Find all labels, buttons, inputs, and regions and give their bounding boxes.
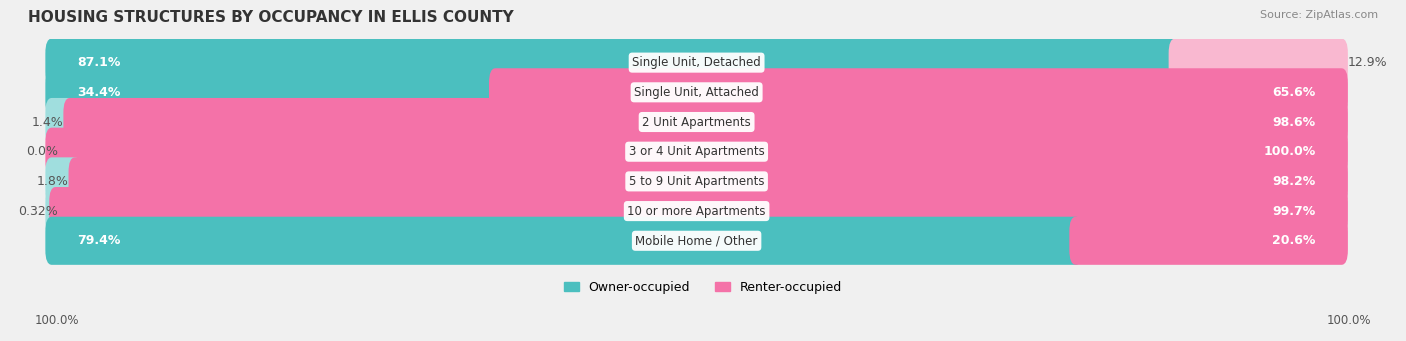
FancyBboxPatch shape: [45, 39, 1181, 87]
FancyBboxPatch shape: [45, 110, 1348, 134]
Text: 100.0%: 100.0%: [1264, 145, 1316, 158]
Text: 1.8%: 1.8%: [37, 175, 69, 188]
FancyBboxPatch shape: [45, 170, 1348, 193]
Text: HOUSING STRUCTURES BY OCCUPANCY IN ELLIS COUNTY: HOUSING STRUCTURES BY OCCUPANCY IN ELLIS…: [28, 10, 513, 25]
FancyBboxPatch shape: [1168, 39, 1348, 87]
FancyBboxPatch shape: [45, 81, 1348, 104]
Text: 87.1%: 87.1%: [77, 56, 121, 69]
FancyBboxPatch shape: [45, 229, 1348, 252]
Text: 99.7%: 99.7%: [1272, 205, 1316, 218]
Text: 1.4%: 1.4%: [32, 116, 63, 129]
Text: 79.4%: 79.4%: [77, 234, 121, 247]
FancyBboxPatch shape: [45, 217, 1083, 265]
FancyBboxPatch shape: [45, 187, 62, 235]
FancyBboxPatch shape: [45, 68, 502, 116]
Text: 98.6%: 98.6%: [1272, 116, 1316, 129]
Text: 2 Unit Apartments: 2 Unit Apartments: [643, 116, 751, 129]
Text: 0.32%: 0.32%: [18, 205, 58, 218]
FancyBboxPatch shape: [45, 51, 1348, 74]
Text: Single Unit, Attached: Single Unit, Attached: [634, 86, 759, 99]
FancyBboxPatch shape: [63, 98, 1348, 146]
Text: 3 or 4 Unit Apartments: 3 or 4 Unit Apartments: [628, 145, 765, 158]
FancyBboxPatch shape: [49, 187, 1348, 235]
FancyBboxPatch shape: [45, 157, 82, 205]
FancyBboxPatch shape: [45, 199, 1348, 223]
Text: 100.0%: 100.0%: [1326, 314, 1371, 327]
FancyBboxPatch shape: [45, 140, 1348, 163]
Text: Source: ZipAtlas.com: Source: ZipAtlas.com: [1260, 10, 1378, 20]
Text: 12.9%: 12.9%: [1348, 56, 1388, 69]
Text: 20.6%: 20.6%: [1272, 234, 1316, 247]
FancyBboxPatch shape: [45, 98, 76, 146]
Legend: Owner-occupied, Renter-occupied: Owner-occupied, Renter-occupied: [558, 276, 848, 299]
FancyBboxPatch shape: [489, 68, 1348, 116]
Text: Mobile Home / Other: Mobile Home / Other: [636, 234, 758, 247]
Text: 98.2%: 98.2%: [1272, 175, 1316, 188]
Text: 34.4%: 34.4%: [77, 86, 121, 99]
Text: 10 or more Apartments: 10 or more Apartments: [627, 205, 766, 218]
Text: 100.0%: 100.0%: [35, 314, 80, 327]
Text: 65.6%: 65.6%: [1272, 86, 1316, 99]
Text: Single Unit, Detached: Single Unit, Detached: [633, 56, 761, 69]
Text: 5 to 9 Unit Apartments: 5 to 9 Unit Apartments: [628, 175, 765, 188]
Text: 0.0%: 0.0%: [27, 145, 58, 158]
FancyBboxPatch shape: [45, 128, 1348, 176]
FancyBboxPatch shape: [1070, 217, 1348, 265]
FancyBboxPatch shape: [69, 157, 1348, 205]
